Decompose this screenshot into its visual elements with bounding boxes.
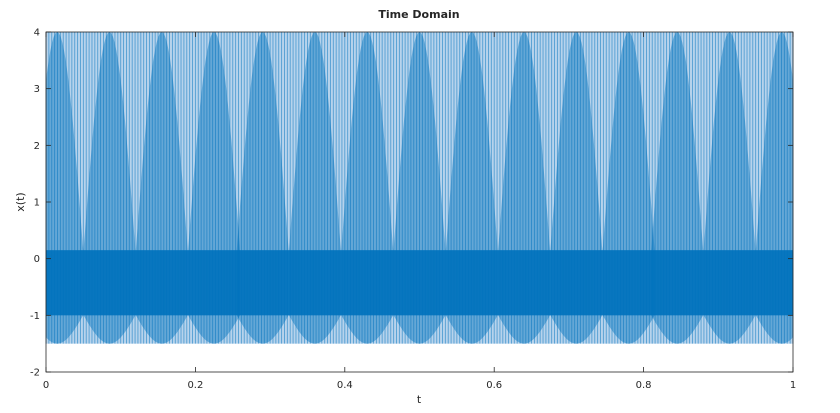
x-tick-label: 0.4 [337, 380, 353, 391]
x-tick-label: 1 [790, 380, 796, 391]
y-tick-label: 0 [34, 254, 40, 265]
x-tick-label: 0.6 [486, 380, 502, 391]
x-tick-label: 0 [43, 380, 49, 391]
x-axis-label: t [417, 393, 422, 406]
x-tick-label: 0.2 [187, 380, 203, 391]
plot-area [45, 32, 794, 344]
y-tick-label: 1 [34, 198, 40, 209]
x-tick-label: 0.8 [636, 380, 652, 391]
y-tick-label: -2 [30, 368, 40, 379]
y-axis-label: x(t) [14, 192, 27, 211]
axes: 0 0.2 0.4 0.6 0.8 1 -2 -1 0 1 2 3 4 [30, 28, 796, 392]
y-tick-label: 2 [34, 141, 40, 152]
y-tick-label: 4 [34, 28, 40, 39]
signal-dense-band [46, 250, 793, 316]
y-tick-label: -1 [30, 311, 40, 322]
y-tick-label: 3 [34, 84, 40, 95]
chart-title: Time Domain [378, 8, 459, 21]
